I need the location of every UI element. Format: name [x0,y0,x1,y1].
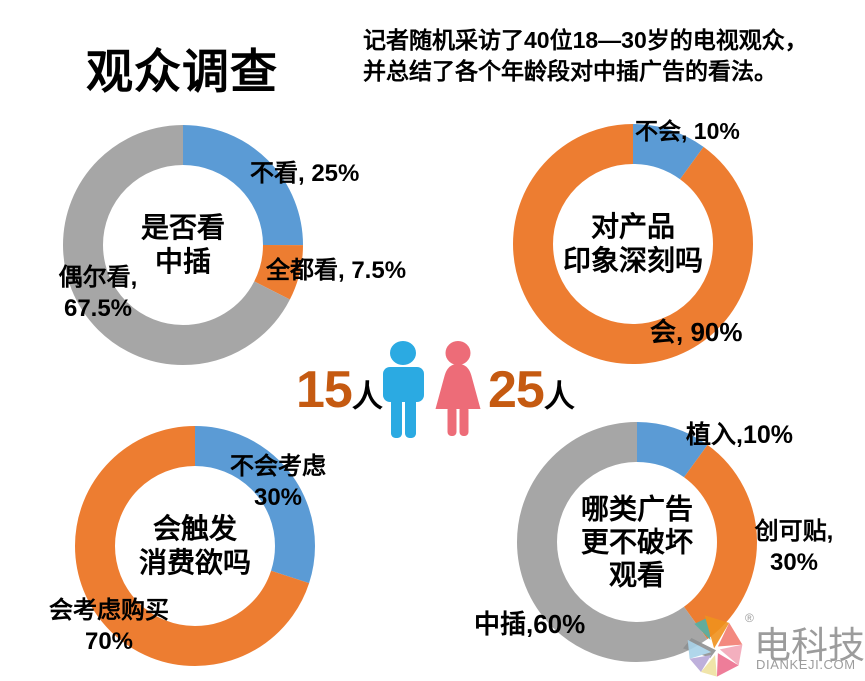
segment-label-will-consider: 会考虑购买 70% [49,597,169,655]
chart-purchase-desire: 会触发 消费欲吗 [75,426,315,666]
segment-label-product-placement: 植入,10% [686,421,793,449]
chart-title-purchase-desire: 会触发 消费欲吗 [138,513,251,578]
donut-least-disruptive-ad [517,422,757,662]
donut-segment-偶尔看 [63,125,303,365]
registered-trademark: ® [745,611,754,625]
donut-segment-创可贴 [517,422,757,662]
brand-domain: DIANKEJI.COM [756,657,856,672]
male-count: 15人 [296,360,383,420]
segment-label-yes-impression: 会, 90% [650,317,743,347]
female-count-unit: 人 [543,379,575,414]
segment-label-banner-ad: 创可贴, 30% [754,518,834,576]
brand-name: 电科技 [754,625,865,666]
donut-purchase-desire [75,426,315,666]
male-count-unit: 人 [351,379,383,414]
chart-title-least-disruptive-ad: 哪类广告 更不破坏 观看 [580,493,693,591]
segment-label-sometimes-watch: 偶尔看, 67.5% [58,264,138,322]
female-count: 25人 [488,360,575,420]
segment-label-watch-all: 全都看, 7.5% [266,257,407,284]
segment-label-no-watch: 不看, 25% [250,160,360,187]
chart-title-product-impression: 对产品 印象深刻吗 [562,211,703,276]
diankeji-logo-icon [683,615,743,677]
female-count-number: 25 [488,361,545,419]
segment-label-midroll-ad: 中插,60% [474,609,586,639]
donut-segment-会 [513,124,753,364]
segment-label-wont-consider: 不会考虑 30% [230,453,326,511]
female-person-icon [435,341,481,436]
intro-text: 记者随机采访了40位18—30岁的电视观众， 并总结了各个年龄段对中插广告的看法… [363,27,808,84]
donut-segment-中插 [517,422,757,662]
segment-label-no-impression: 不会, 10% [635,118,740,144]
male-count-number: 15 [296,361,353,419]
chart-title-watch-midroll: 是否看 中插 [140,212,225,277]
chart-least-disruptive-ad: 哪类广告 更不破坏 观看 [517,422,757,662]
page-title: 观众调查 [86,45,278,98]
donut-watch-midroll [63,125,303,365]
donut-segment-会考虑购买 [75,426,315,666]
donut-product-impression [513,124,753,364]
chart-watch-midroll: 是否看 中插 [63,125,303,365]
chart-product-impression: 对产品 印象深刻吗 [513,124,753,364]
male-person-icon [383,341,424,438]
